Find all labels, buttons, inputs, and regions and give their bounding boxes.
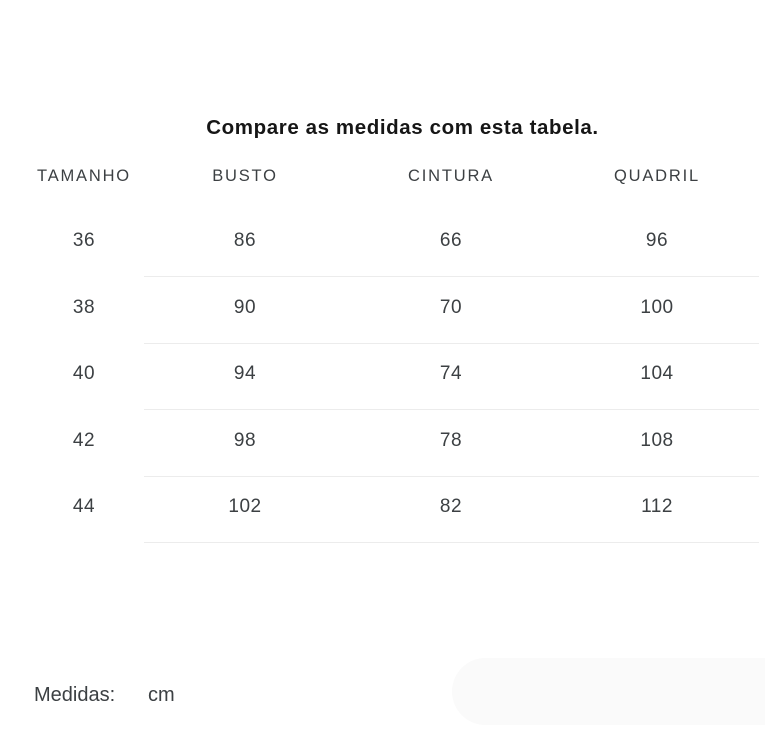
measurements-label: Medidas: <box>34 684 116 706</box>
size-table-header-row: TAMANHO BUSTO CINTURA QUADRIL <box>0 160 734 192</box>
row-divider <box>144 409 759 410</box>
cell-cintura: 70 <box>439 296 463 318</box>
header-cell-tamanho: TAMANHO <box>37 166 131 185</box>
row-divider <box>144 542 759 543</box>
table-row: 42 98 78 108 <box>0 408 734 475</box>
cell-cintura: 66 <box>439 230 463 252</box>
cell-cintura: 74 <box>439 363 463 385</box>
row-divider <box>144 276 759 277</box>
cell-tamanho: 40 <box>72 363 96 385</box>
cell-busto: 90 <box>233 296 257 318</box>
background-pill-shape <box>452 658 765 725</box>
table-row: 36 86 66 96 <box>0 208 734 275</box>
cell-quadril: 100 <box>640 296 674 318</box>
table-row: 40 94 74 104 <box>0 341 734 408</box>
cell-tamanho: 42 <box>72 429 96 451</box>
cell-tamanho: 38 <box>72 296 96 318</box>
cell-busto: 102 <box>228 496 262 518</box>
row-divider <box>144 342 759 344</box>
cell-quadril: 96 <box>645 230 669 252</box>
cell-busto: 98 <box>233 429 257 451</box>
cell-quadril: 104 <box>640 363 674 385</box>
cell-quadril: 112 <box>641 496 673 518</box>
cell-tamanho: 44 <box>72 496 96 518</box>
cell-busto: 86 <box>233 230 257 252</box>
header-cell-busto: BUSTO <box>212 166 278 185</box>
header-cell-cintura: CINTURA <box>408 166 494 185</box>
table-row: 38 90 70 100 <box>0 275 734 342</box>
cell-busto: 94 <box>233 363 257 385</box>
page-title: Compare as medidas com esta tabela. <box>206 116 599 139</box>
row-divider <box>144 475 759 477</box>
header-cell-quadril: QUADRIL <box>614 166 700 185</box>
cell-cintura: 82 <box>439 496 463 518</box>
cell-cintura: 78 <box>439 429 463 451</box>
measurements-unit: cm <box>148 684 175 706</box>
cell-quadril: 108 <box>640 429 674 451</box>
table-row: 44 102 82 112 <box>0 474 734 541</box>
cell-tamanho: 36 <box>72 230 96 252</box>
